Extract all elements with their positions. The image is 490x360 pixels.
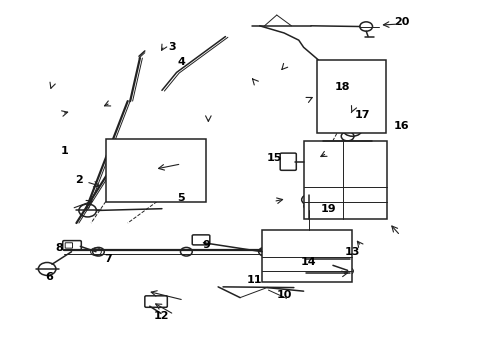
Text: 16: 16 <box>393 121 409 131</box>
Text: 15: 15 <box>267 153 282 163</box>
FancyBboxPatch shape <box>192 235 210 245</box>
Text: 19: 19 <box>320 204 336 214</box>
Text: 20: 20 <box>393 17 409 27</box>
Text: 6: 6 <box>46 272 53 282</box>
Text: 11: 11 <box>247 275 263 285</box>
Bar <box>318 60 386 134</box>
Text: 14: 14 <box>301 257 317 267</box>
Text: 1: 1 <box>60 146 68 156</box>
Text: 4: 4 <box>177 57 185 67</box>
FancyBboxPatch shape <box>280 153 296 170</box>
Text: 2: 2 <box>75 175 83 185</box>
FancyBboxPatch shape <box>63 240 81 250</box>
Bar <box>262 230 352 282</box>
Text: 13: 13 <box>345 247 360 257</box>
FancyBboxPatch shape <box>65 243 73 248</box>
Text: 10: 10 <box>276 290 292 300</box>
Text: 5: 5 <box>178 193 185 203</box>
Text: 17: 17 <box>355 111 370 121</box>
Text: 12: 12 <box>154 311 170 321</box>
Text: 18: 18 <box>335 82 350 92</box>
Bar <box>304 140 387 220</box>
Text: 3: 3 <box>168 42 175 52</box>
Bar <box>106 139 206 202</box>
FancyBboxPatch shape <box>145 296 167 307</box>
Text: 8: 8 <box>55 243 63 253</box>
Text: 9: 9 <box>202 239 210 249</box>
Text: 7: 7 <box>104 254 112 264</box>
